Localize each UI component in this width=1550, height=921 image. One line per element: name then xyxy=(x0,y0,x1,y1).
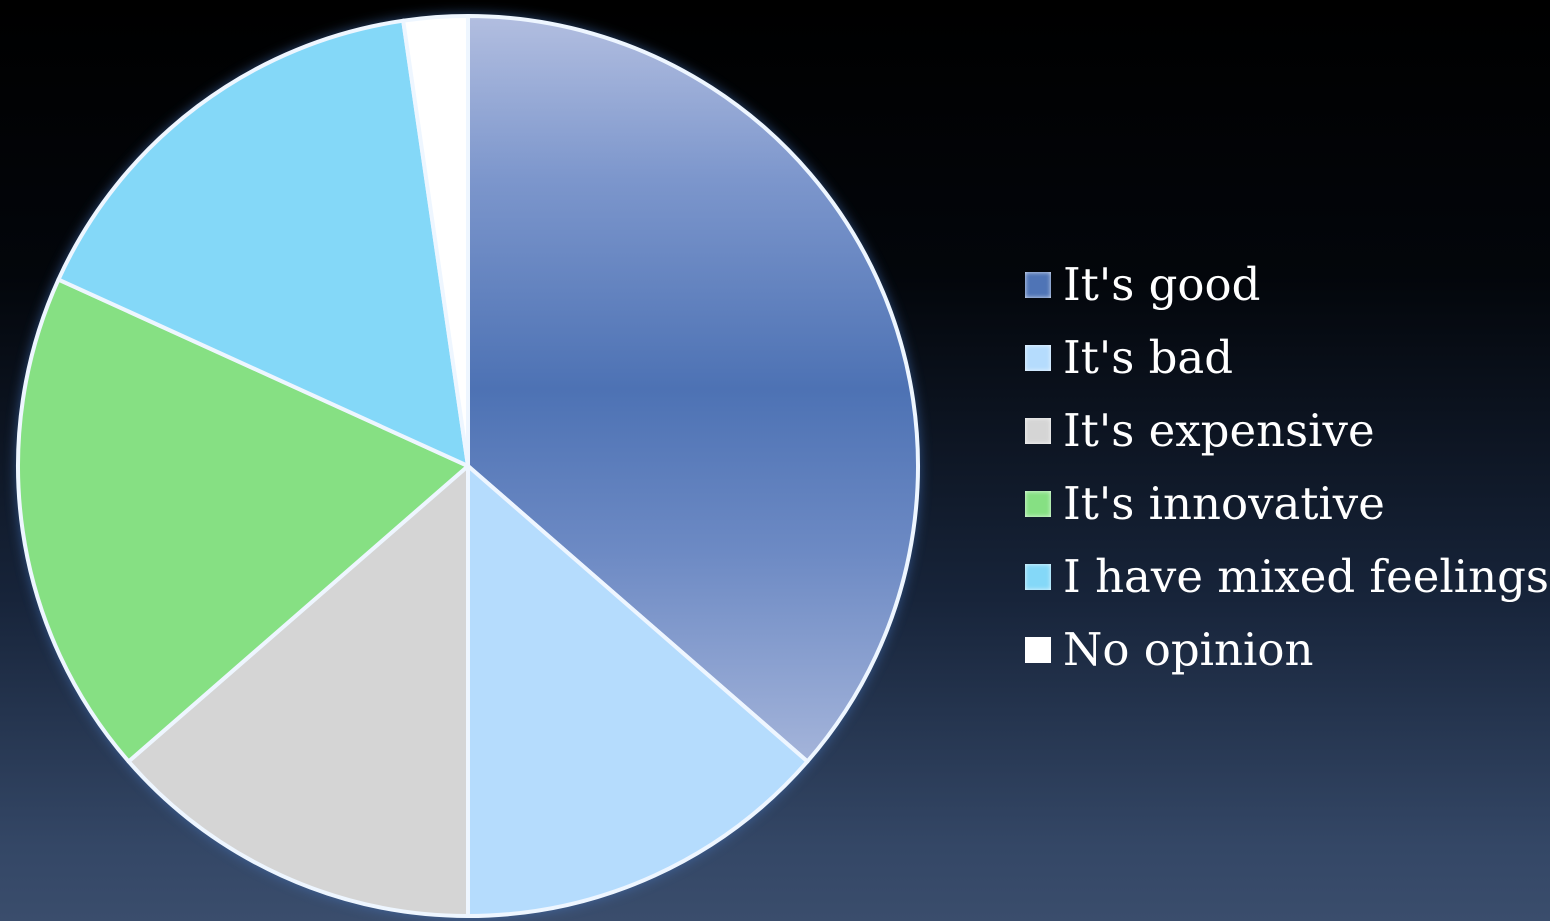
legend-item-innovative: It's innovative xyxy=(1025,467,1549,540)
pie-slice-innovative xyxy=(16,277,470,764)
pie-slice-bad xyxy=(466,464,810,918)
legend-label-bad: It's bad xyxy=(1063,331,1234,384)
legend-swatch-innovative xyxy=(1025,490,1051,517)
pie-slice-expensive xyxy=(126,464,470,918)
legend-label-good: It's good xyxy=(1063,258,1261,311)
pie-slice-good xyxy=(466,14,920,764)
legend-label-innovative: It's innovative xyxy=(1063,477,1385,530)
pie-slice-mixed xyxy=(56,18,470,468)
legend-item-good: It's good xyxy=(1025,248,1549,321)
legend-label-expensive: It's expensive xyxy=(1063,404,1375,457)
legend-swatch-bad xyxy=(1025,344,1051,371)
legend-label-no-opinion: No opinion xyxy=(1063,623,1314,676)
legend-swatch-good xyxy=(1025,271,1051,298)
legend-swatch-expensive xyxy=(1025,417,1051,444)
legend: It's good It's bad It's expensive It's i… xyxy=(1025,248,1549,686)
legend-item-mixed: I have mixed feelings xyxy=(1025,540,1549,613)
pie-slice-no-opinion xyxy=(401,14,470,468)
legend-item-bad: It's bad xyxy=(1025,321,1549,394)
pie-chart xyxy=(16,14,920,918)
legend-swatch-no-opinion xyxy=(1025,636,1051,663)
legend-item-no-opinion: No opinion xyxy=(1025,613,1549,686)
legend-swatch-mixed xyxy=(1025,563,1051,590)
legend-label-mixed: I have mixed feelings xyxy=(1063,550,1550,603)
pie-slices xyxy=(16,14,920,918)
legend-item-expensive: It's expensive xyxy=(1025,394,1549,467)
